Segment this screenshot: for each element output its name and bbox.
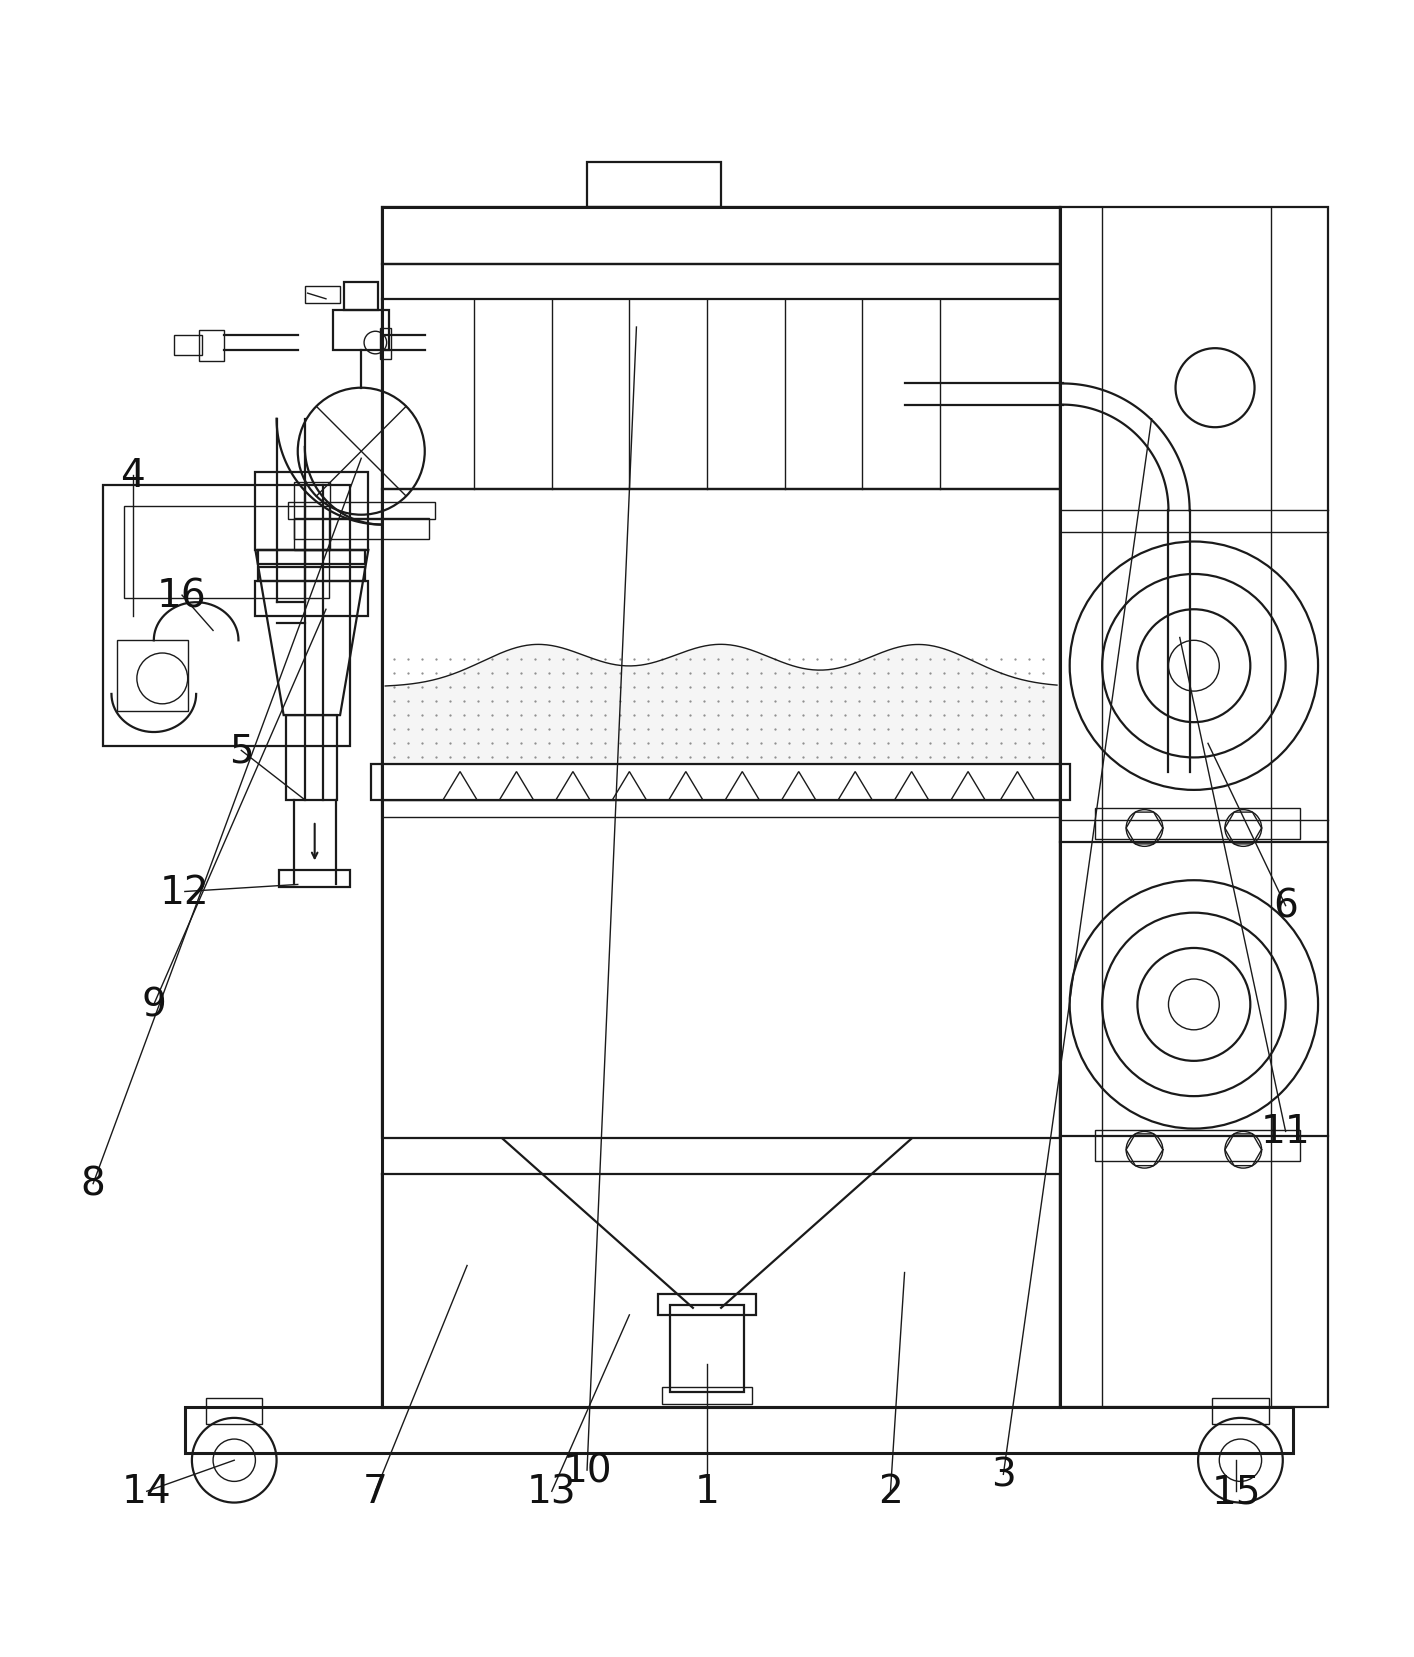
Bar <box>294 482 331 550</box>
Bar <box>1094 1130 1299 1162</box>
Bar <box>256 582 368 616</box>
Text: 1: 1 <box>694 1473 720 1511</box>
Bar <box>199 331 225 361</box>
Bar <box>382 207 1060 265</box>
Text: 13: 13 <box>527 1473 577 1511</box>
Bar <box>382 800 1060 817</box>
Text: 3: 3 <box>991 1455 1015 1493</box>
Text: 5: 5 <box>229 732 253 771</box>
Bar <box>662 1387 752 1403</box>
Bar <box>259 568 365 582</box>
Bar <box>287 716 338 800</box>
Text: 6: 6 <box>1273 886 1298 925</box>
Bar <box>280 872 349 888</box>
Bar <box>288 502 434 520</box>
Bar <box>345 283 378 312</box>
Bar <box>305 287 341 303</box>
Bar <box>174 336 202 356</box>
Text: 14: 14 <box>122 1473 171 1511</box>
Bar <box>379 330 390 360</box>
Bar <box>256 474 368 550</box>
Bar <box>382 490 1060 1138</box>
Text: 8: 8 <box>81 1165 106 1203</box>
Bar <box>1094 809 1299 840</box>
Bar <box>103 486 349 747</box>
Text: 11: 11 <box>1261 1114 1311 1150</box>
Bar <box>294 519 428 540</box>
Bar <box>259 550 365 565</box>
Text: 4: 4 <box>120 457 146 495</box>
Text: 15: 15 <box>1212 1473 1261 1511</box>
Bar <box>670 1306 744 1392</box>
Bar <box>1060 207 1328 1407</box>
Bar <box>206 1399 263 1423</box>
Bar <box>370 766 1069 800</box>
Bar <box>334 312 389 350</box>
Bar <box>658 1294 756 1316</box>
Text: 12: 12 <box>160 873 209 911</box>
Bar <box>587 162 721 207</box>
Text: 7: 7 <box>363 1473 387 1511</box>
Text: 10: 10 <box>563 1452 612 1490</box>
Text: 2: 2 <box>878 1473 902 1511</box>
Bar <box>185 1407 1292 1453</box>
Bar <box>117 641 188 711</box>
Bar <box>382 265 1060 490</box>
Bar <box>124 507 329 598</box>
Bar <box>1212 1399 1268 1423</box>
Text: 9: 9 <box>141 986 167 1024</box>
Text: 16: 16 <box>157 577 206 615</box>
